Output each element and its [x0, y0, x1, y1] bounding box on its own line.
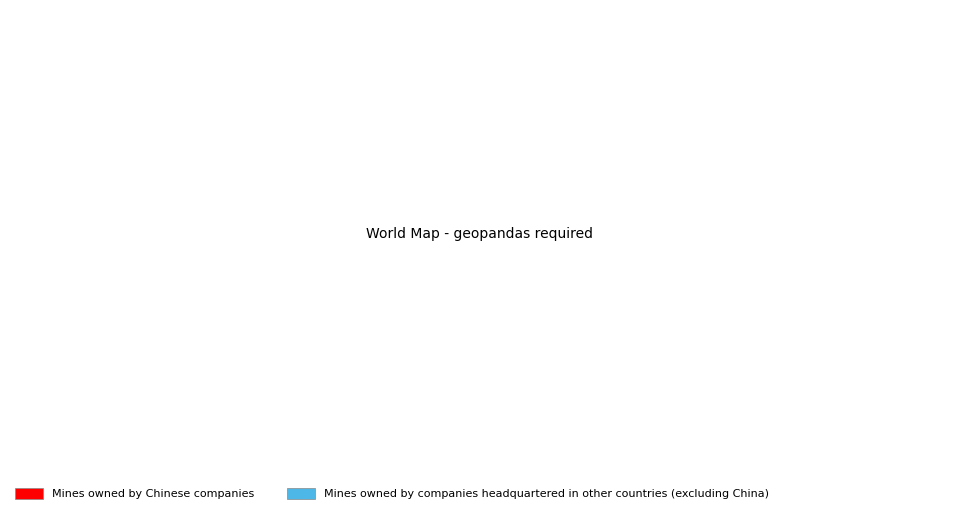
Legend: Mines owned by Chinese companies, Mines owned by companies headquartered in othe: Mines owned by Chinese companies, Mines … [15, 487, 769, 499]
Text: World Map - geopandas required: World Map - geopandas required [367, 227, 593, 241]
